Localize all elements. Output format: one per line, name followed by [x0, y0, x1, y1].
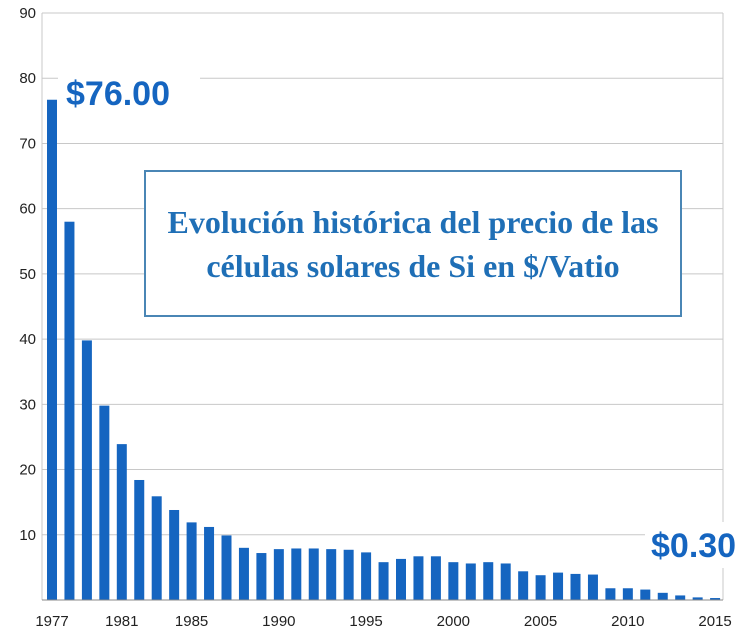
bar-2008: [587, 574, 598, 600]
bar-1997: [396, 558, 406, 600]
bar-2014: [692, 597, 703, 600]
annotation-end-price: $0.30: [651, 527, 736, 565]
bar-1990: [273, 549, 284, 600]
bars: [47, 99, 721, 601]
bar-2002: [483, 562, 494, 600]
bar-1987: [221, 535, 232, 600]
bar-1999: [430, 556, 441, 600]
bar-1986: [204, 526, 215, 600]
bar-1993: [326, 549, 337, 600]
bar-2004: [518, 571, 529, 600]
x-tick-label: 1990: [262, 613, 295, 630]
bar-1996: [378, 562, 389, 600]
x-tick-label: 2010: [611, 613, 644, 630]
bar-2011: [640, 589, 651, 600]
x-tick-label: 1977: [35, 613, 68, 630]
annotation-start-price: $76.00: [66, 75, 170, 113]
bar-1991: [291, 548, 302, 600]
y-tick-label: 80: [19, 70, 36, 87]
y-tick-label: 40: [19, 331, 36, 348]
x-tick-label: 1985: [175, 613, 208, 630]
bar-1992: [308, 548, 319, 600]
chart-title-box: Evolución histórica del precio de las cé…: [144, 170, 682, 317]
bar-2007: [570, 573, 581, 600]
y-tick-label: 30: [19, 396, 36, 413]
bar-1989: [256, 553, 267, 600]
bar-1983: [151, 496, 162, 600]
bar-2013: [675, 595, 686, 600]
y-axis-ticks: 10 20 30 40 50 60 70 80 90: [19, 5, 36, 544]
y-tick-label: 70: [19, 135, 36, 152]
bar-2010: [622, 588, 633, 600]
bar-1978: [64, 221, 75, 600]
y-tick-label: 50: [19, 266, 36, 283]
x-tick-label: 1981: [105, 613, 138, 630]
label-76-background: [58, 70, 200, 116]
bar-2006: [553, 572, 564, 600]
x-tick-label: 1995: [349, 613, 382, 630]
label-030-background: [645, 522, 745, 568]
x-tick-label: 2015: [698, 613, 731, 630]
chart-title: Evolución histórica del precio de las cé…: [167, 203, 659, 284]
bar-1982: [134, 479, 145, 600]
bar-2000: [448, 562, 459, 600]
bar-1981: [116, 444, 127, 600]
bar-2009: [605, 588, 616, 600]
bar-2015: [710, 598, 721, 600]
bar-2003: [500, 563, 511, 600]
y-tick-label: 90: [19, 5, 36, 22]
bar-1977: [47, 99, 57, 601]
bar-2001: [465, 563, 476, 600]
bar-1979: [81, 340, 92, 600]
y-tick-label: 60: [19, 201, 36, 218]
bar-1988: [238, 547, 249, 600]
bar-2012: [657, 592, 668, 600]
bar-1984: [169, 509, 180, 600]
y-tick-label: 20: [19, 462, 36, 479]
x-tick-label: 2005: [524, 613, 557, 630]
bar-1980: [99, 405, 110, 600]
bar-1995: [361, 552, 372, 600]
bar-1998: [413, 556, 424, 600]
y-tick-label: 10: [19, 527, 36, 544]
bar-2005: [535, 575, 546, 600]
bar-1994: [343, 549, 354, 600]
x-axis-ticks: 1977 1981 1985 1990 1995 2000 2005 2010 2015: [35, 613, 731, 630]
bar-1985: [186, 522, 197, 600]
x-tick-label: 2000: [437, 613, 470, 630]
